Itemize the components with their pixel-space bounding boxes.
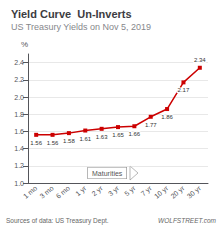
svg-text:1.66: 1.66	[129, 131, 141, 137]
svg-text:1.58: 1.58	[63, 138, 75, 144]
svg-text:2.17: 2.17	[178, 87, 190, 93]
svg-text:1.63: 1.63	[96, 134, 108, 140]
svg-text:1.65: 1.65	[112, 132, 124, 138]
svg-text:%: %	[21, 40, 28, 49]
svg-text:7 yr: 7 yr	[140, 184, 155, 198]
svg-text:2.2: 2.2	[14, 76, 24, 83]
svg-text:Sources of data: US Treasury D: Sources of data: US Treasury Dept.	[6, 217, 109, 225]
svg-text:2 yr: 2 yr	[90, 184, 105, 198]
svg-text:1.77: 1.77	[145, 122, 157, 128]
svg-text:3 yr: 3 yr	[107, 184, 122, 198]
svg-text:20 yr: 20 yr	[169, 184, 187, 201]
svg-text:1.6: 1.6	[14, 128, 24, 135]
svg-text:1.61: 1.61	[79, 136, 91, 142]
svg-text:Maturities: Maturities	[92, 170, 123, 177]
svg-text:1.0: 1.0	[14, 180, 24, 187]
svg-text:1 yr: 1 yr	[74, 184, 89, 198]
svg-text:1.56: 1.56	[47, 140, 59, 146]
svg-text:5 yr: 5 yr	[123, 184, 138, 198]
svg-text:2.0: 2.0	[14, 94, 24, 101]
svg-text:1.4: 1.4	[14, 145, 24, 152]
svg-text:1.8: 1.8	[14, 111, 24, 118]
svg-text:2.34: 2.34	[194, 57, 206, 63]
svg-text:US Treasury Yields on Nov 5, 2: US Treasury Yields on Nov 5, 2019	[11, 22, 151, 32]
svg-text:10 yr: 10 yr	[153, 184, 171, 201]
svg-text:6 mo: 6 mo	[55, 184, 72, 199]
svg-text:Yield Curve Un-Inverts: Yield Curve Un-Inverts	[11, 8, 132, 20]
svg-text:3 mo: 3 mo	[38, 184, 55, 199]
svg-text:1.2: 1.2	[14, 162, 24, 169]
svg-text:WOLFSTREET.com: WOLFSTREET.com	[158, 217, 216, 224]
svg-text:1.56: 1.56	[30, 140, 42, 146]
svg-text:1.86: 1.86	[161, 114, 173, 120]
svg-text:1 mo: 1 mo	[22, 184, 39, 199]
svg-text:2.4: 2.4	[14, 59, 24, 66]
svg-text:30 yr: 30 yr	[186, 184, 204, 201]
